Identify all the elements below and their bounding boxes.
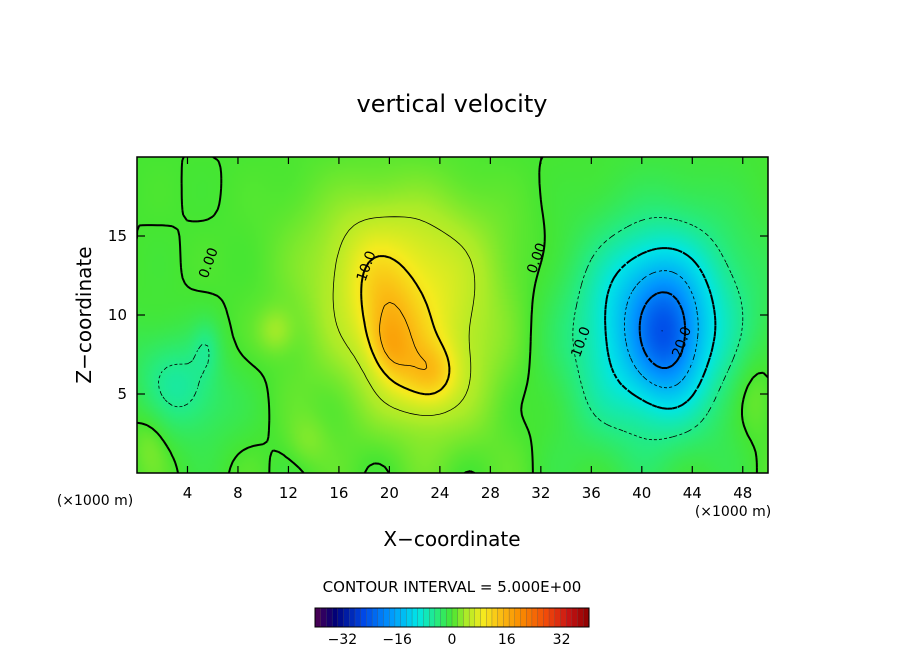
colorbar-cell	[377, 607, 385, 628]
colorbar-cell	[326, 607, 333, 628]
colorbar-cell	[389, 607, 396, 628]
colorbar-cell	[497, 607, 504, 628]
contour-line	[332, 216, 476, 416]
colorbar-tick-label: 32	[553, 632, 571, 648]
x-tick-label: 36	[582, 484, 601, 502]
contour-line	[360, 255, 451, 396]
x-tick-label: 4	[183, 484, 193, 502]
colorbar-cell	[463, 607, 470, 628]
x-unit-right: (×1000 m)	[695, 504, 771, 520]
x-tick-label: 8	[233, 484, 243, 502]
colorbar-cell	[531, 607, 539, 628]
x-axis: 4 8 12 16 20 24 28 32 36 40 44 48	[183, 157, 752, 502]
colorbar-tick-label: −32	[328, 632, 358, 648]
x-tick-label: 12	[279, 484, 298, 502]
colorbar-cell	[571, 607, 579, 628]
colorbar-tick-label: 0	[448, 632, 457, 648]
colorbar-cell	[537, 607, 544, 628]
contour-line	[379, 301, 428, 370]
colorbar-cell	[554, 607, 562, 628]
colorbar-cell	[508, 607, 516, 628]
velocity-field	[137, 157, 768, 473]
colorbar-cell	[543, 607, 550, 628]
x-tick-label: 32	[531, 484, 550, 502]
colorbar-cell	[503, 607, 510, 628]
x-tick-label: 24	[430, 484, 449, 502]
colorbar-cell	[583, 607, 590, 628]
colorbar-cell	[440, 607, 447, 628]
colorbar-tick-label: −16	[382, 632, 412, 648]
colorbar-cell	[486, 607, 493, 628]
colorbar-cell	[314, 607, 322, 628]
colorbar-cell	[446, 607, 453, 628]
colorbar-cell	[451, 607, 459, 628]
x-tick-label: 40	[632, 484, 651, 502]
colorbar-cell	[474, 607, 482, 628]
contour-lines	[137, 157, 768, 473]
colorbar-cell	[417, 607, 425, 628]
colorbar-cell	[434, 607, 442, 628]
colorbar-cell	[457, 607, 464, 628]
colorbar-cell	[343, 607, 350, 628]
colorbar-cell	[514, 607, 522, 628]
colorbar-cell	[394, 607, 402, 628]
y-axis: 5 10 15	[108, 227, 768, 403]
colorbar-cell	[520, 607, 527, 628]
colorbar-cell	[360, 607, 367, 628]
colorbar-cell	[548, 607, 556, 628]
x-tick-label: 48	[733, 484, 752, 502]
colorbar-cell	[429, 607, 436, 628]
x-axis-label: X−coordinate	[383, 527, 520, 551]
x-unit-left: (×1000 m)	[57, 493, 133, 509]
colorbar-cell	[366, 607, 373, 628]
colorbar-cell	[349, 607, 356, 628]
colorbar-cell	[383, 607, 390, 628]
colorbar-cell	[468, 607, 476, 628]
x-tick-label: 44	[683, 484, 702, 502]
contour-line	[624, 270, 699, 389]
contour-line	[137, 157, 768, 473]
contour-interval-text: CONTOUR INTERVAL = 5.000E+00	[323, 578, 582, 596]
colorbar-cell	[354, 607, 362, 628]
colorbar-cell	[331, 607, 339, 628]
chart-title: vertical velocity	[357, 90, 548, 118]
colorbar-cell	[400, 607, 407, 628]
y-axis-label: Z−coordinate	[72, 246, 96, 383]
colorbar-cell	[337, 607, 345, 628]
x-tick-label: 28	[481, 484, 500, 502]
colorbar-cell	[577, 607, 584, 628]
colorbar-cell	[411, 607, 419, 628]
x-tick-label: 16	[329, 484, 348, 502]
colorbar-tick-label: 16	[498, 632, 516, 648]
colorbar-cell	[423, 607, 430, 628]
colorbar-cell	[526, 607, 533, 628]
colorbar-cell	[480, 607, 487, 628]
colorbar-cell	[371, 607, 379, 628]
y-tick-label: 10	[108, 306, 127, 324]
colorbar: −32 −16 0 16 32	[314, 607, 590, 648]
colorbar-frame	[314, 607, 590, 628]
colorbar-cell	[560, 607, 567, 628]
contour-line	[604, 247, 717, 410]
colorbar-cell	[406, 607, 413, 628]
y-tick-label: 5	[117, 385, 127, 403]
y-tick-label: 15	[108, 227, 127, 245]
x-tick-label: 20	[380, 484, 399, 502]
contour-line	[638, 291, 687, 369]
colorbar-cell	[491, 607, 499, 628]
contour-line	[158, 217, 744, 441]
colorbar-cell	[566, 607, 573, 628]
colorbar-cell	[320, 607, 327, 628]
